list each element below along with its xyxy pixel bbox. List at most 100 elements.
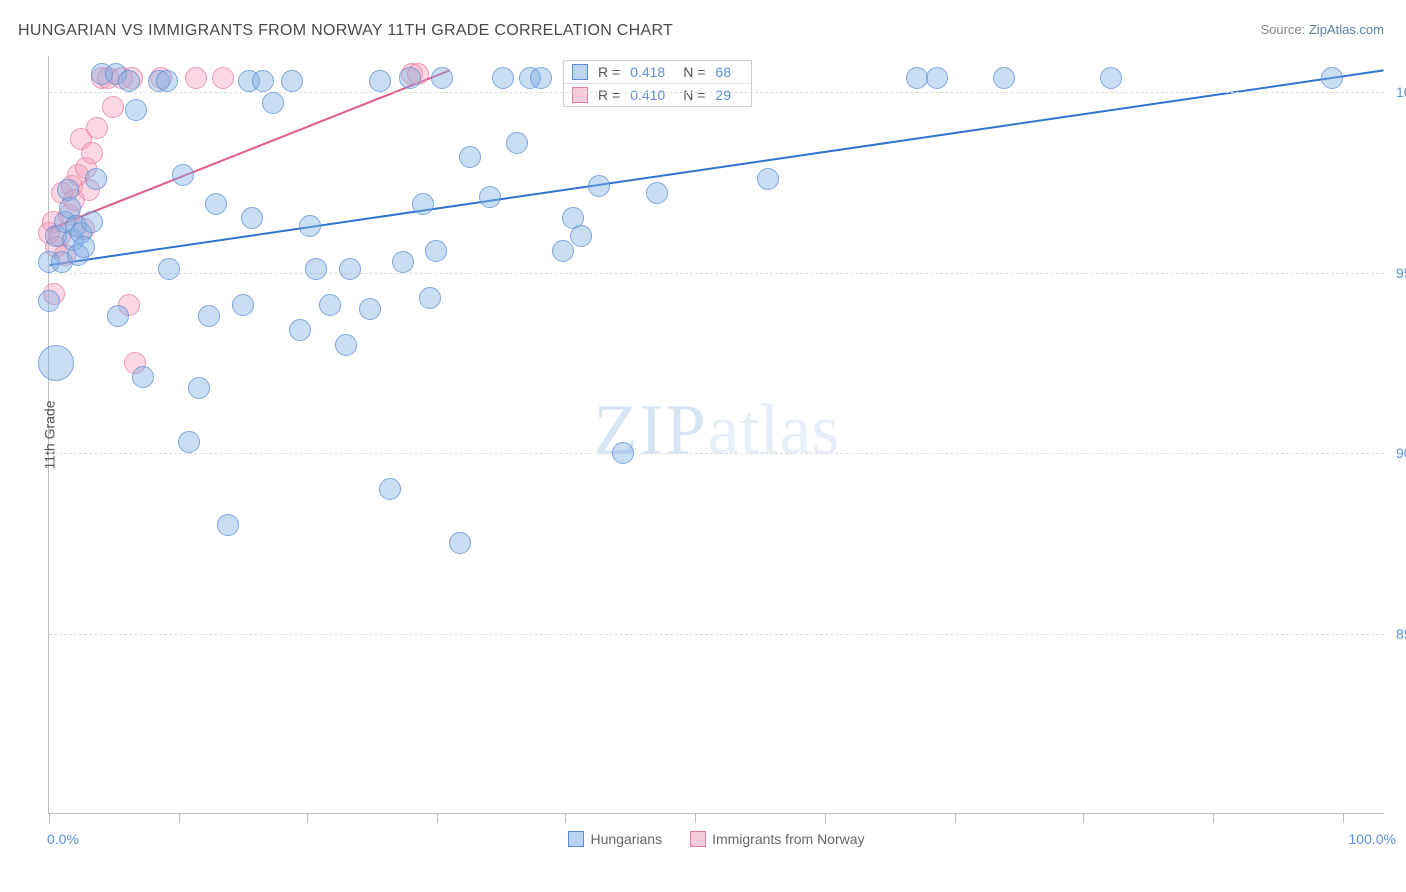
- data-point: [379, 478, 401, 500]
- data-point: [125, 99, 147, 121]
- data-point: [588, 175, 610, 197]
- y-tick-label: 90.0%: [1386, 445, 1406, 461]
- r-label: R =: [598, 64, 620, 80]
- data-point: [570, 225, 592, 247]
- data-point: [178, 431, 200, 453]
- data-point: [262, 92, 284, 114]
- data-point: [399, 67, 421, 89]
- x-tick: [179, 813, 180, 823]
- x-tick: [955, 813, 956, 823]
- data-point: [232, 294, 254, 316]
- data-point: [906, 67, 928, 89]
- data-point: [252, 70, 274, 92]
- data-point: [530, 67, 552, 89]
- data-point: [185, 67, 207, 89]
- data-point: [305, 258, 327, 280]
- n-label: N =: [683, 64, 705, 80]
- chart-title: HUNGARIAN VS IMMIGRANTS FROM NORWAY 11TH…: [18, 22, 673, 40]
- data-point: [86, 117, 108, 139]
- data-point: [506, 132, 528, 154]
- r-value: 0.418: [630, 64, 665, 80]
- data-point: [158, 258, 180, 280]
- source-prefix: Source:: [1260, 22, 1308, 37]
- data-point: [1321, 67, 1343, 89]
- swatch-pink: [690, 831, 706, 847]
- y-tick-label: 95.0%: [1386, 265, 1406, 281]
- data-point: [299, 215, 321, 237]
- data-point: [419, 287, 441, 309]
- data-point: [217, 514, 239, 536]
- gridline-h: [49, 634, 1384, 635]
- data-point: [646, 182, 668, 204]
- data-point: [926, 67, 948, 89]
- plot-area: 11th Grade ZIPatlas R = 0.418 N = 68 R =…: [48, 56, 1384, 814]
- y-tick-label: 85.0%: [1386, 626, 1406, 642]
- data-point: [188, 377, 210, 399]
- data-point: [281, 70, 303, 92]
- x-tick: [565, 813, 566, 823]
- data-point: [993, 67, 1015, 89]
- data-point: [449, 532, 471, 554]
- swatch-blue: [568, 831, 584, 847]
- data-point: [479, 186, 501, 208]
- source-link[interactable]: ZipAtlas.com: [1309, 22, 1384, 37]
- x-tick: [1213, 813, 1214, 823]
- stat-legend-row: R = 0.418 N = 68: [564, 61, 751, 84]
- data-point: [757, 168, 779, 190]
- data-point: [431, 67, 453, 89]
- data-point: [81, 211, 103, 233]
- data-point: [107, 305, 129, 327]
- stat-legend-row: R = 0.410 N = 29: [564, 84, 751, 106]
- series-legend: Hungarians Immigrants from Norway: [49, 831, 1384, 847]
- trend-lines: [49, 56, 1384, 813]
- data-point: [38, 345, 74, 381]
- data-point: [319, 294, 341, 316]
- chart-container: HUNGARIAN VS IMMIGRANTS FROM NORWAY 11TH…: [0, 0, 1406, 892]
- x-tick: [49, 813, 50, 823]
- data-point: [132, 366, 154, 388]
- data-point: [335, 334, 357, 356]
- data-point: [425, 240, 447, 262]
- legend-label: Immigrants from Norway: [712, 831, 864, 847]
- data-point: [198, 305, 220, 327]
- source-attribution: Source: ZipAtlas.com: [1260, 22, 1384, 37]
- y-tick-label: 100.0%: [1386, 84, 1406, 100]
- data-point: [205, 193, 227, 215]
- data-point: [38, 290, 60, 312]
- data-point: [459, 146, 481, 168]
- data-point: [241, 207, 263, 229]
- swatch-pink: [572, 87, 588, 103]
- data-point: [73, 236, 95, 258]
- data-point: [359, 298, 381, 320]
- legend-label: Hungarians: [590, 831, 662, 847]
- legend-item: Hungarians: [568, 831, 662, 847]
- legend-item: Immigrants from Norway: [690, 831, 864, 847]
- gridline-h: [49, 273, 1384, 274]
- watermark-primary: ZIP: [594, 389, 708, 469]
- x-tick: [437, 813, 438, 823]
- swatch-blue: [572, 64, 588, 80]
- data-point: [392, 251, 414, 273]
- data-point: [118, 70, 140, 92]
- n-value: 68: [715, 64, 731, 80]
- x-tick: [1083, 813, 1084, 823]
- data-point: [1100, 67, 1122, 89]
- data-point: [81, 142, 103, 164]
- data-point: [212, 67, 234, 89]
- data-point: [612, 442, 634, 464]
- data-point: [492, 67, 514, 89]
- y-axis-label: 11th Grade: [42, 400, 58, 469]
- stat-legend: R = 0.418 N = 68 R = 0.410 N = 29: [563, 60, 752, 107]
- watermark-secondary: atlas: [708, 389, 840, 469]
- data-point: [85, 168, 107, 190]
- data-point: [412, 193, 434, 215]
- x-tick: [1343, 813, 1344, 823]
- x-tick: [695, 813, 696, 823]
- x-tick: [307, 813, 308, 823]
- x-tick: [825, 813, 826, 823]
- data-point: [172, 164, 194, 186]
- data-point: [339, 258, 361, 280]
- data-point: [102, 96, 124, 118]
- gridline-h: [49, 453, 1384, 454]
- n-label: N =: [683, 87, 705, 103]
